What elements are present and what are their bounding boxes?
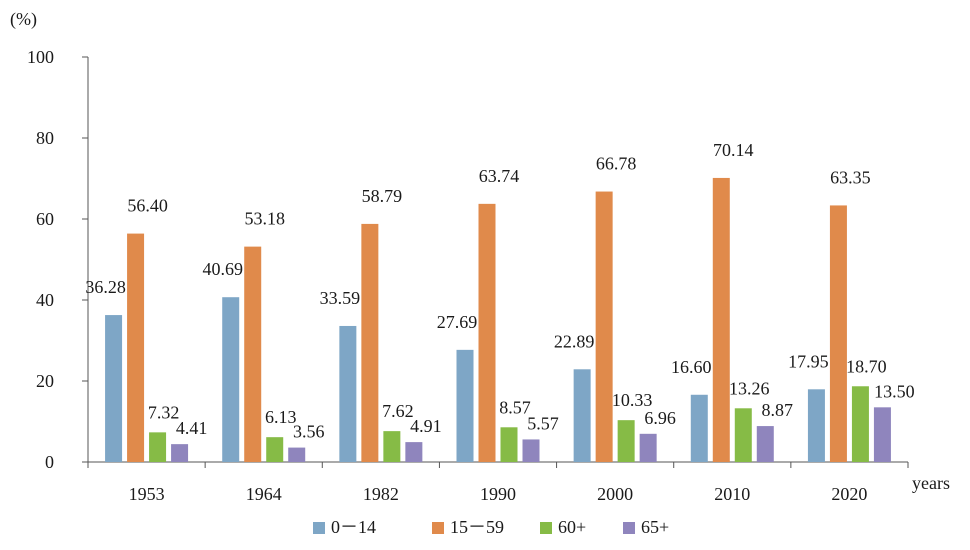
y-tick-label: 40 [36,290,54,310]
bar-1 [456,349,474,462]
data-label: 10.33 [612,390,653,410]
bar-2 [361,223,379,462]
bar-1 [807,389,825,462]
x-tick-label: 1982 [363,484,399,504]
bar-1 [222,297,240,462]
x-tick-label: 2000 [597,484,633,504]
data-label: 5.57 [527,413,559,433]
data-label: 7.32 [148,402,180,422]
legend-swatch [623,522,635,534]
bar-2 [478,203,496,462]
data-label: 66.78 [596,154,637,174]
data-label: 63.74 [479,166,520,186]
data-label: 17.95 [788,351,829,371]
bar-2 [712,177,730,463]
data-label: 63.35 [830,167,871,187]
data-label: 8.57 [499,397,531,417]
data-label: 27.69 [437,312,478,332]
y-tick-label: 80 [36,128,54,148]
y-tick-label: 100 [27,47,54,67]
bar-3 [617,420,635,462]
data-label: 6.96 [644,408,676,428]
data-label: 18.70 [846,356,887,376]
bar-4 [288,447,306,462]
x-axis-label: years [912,473,950,493]
y-tick-label: 20 [36,371,54,391]
data-label: 33.59 [320,288,361,308]
bar-1 [105,315,123,462]
data-label: 4.41 [176,418,208,438]
y-tick-label: 0 [45,452,54,472]
legend-label: 65+ [641,517,669,537]
bar-3 [734,408,752,462]
bar-2 [244,246,262,462]
data-label: 58.79 [362,186,403,206]
data-label: 13.26 [729,378,770,398]
data-label: 56.40 [127,196,168,216]
bar-4 [873,407,891,462]
data-label: 53.18 [244,209,285,229]
bar-3 [266,437,284,462]
data-label: 6.13 [265,407,297,427]
x-tick-label: 1990 [480,484,516,504]
data-label: 4.91 [410,416,442,436]
bar-3 [851,386,869,462]
x-tick-label: 2010 [714,484,750,504]
bar-1 [573,369,591,462]
data-label: 3.56 [293,422,325,442]
bar-3 [500,427,518,462]
data-label: 16.60 [671,357,712,377]
x-tick-label: 1953 [129,484,165,504]
data-label: 7.62 [382,401,414,421]
bar-3 [149,432,167,462]
legend-label: 15－59 [450,517,504,537]
bar-4 [639,433,657,462]
y-axis-unit-label: (%) [10,9,37,30]
legend: 0－14 15－59 60+ 65+ [313,517,669,537]
legend-label: 60+ [558,517,586,537]
x-tick-label: 1964 [246,484,282,504]
legend-swatch [313,522,325,534]
bar-2 [127,233,145,462]
bar-4 [756,426,774,462]
bar-2 [595,191,613,462]
bar-3 [383,431,401,462]
x-tick-label: 2020 [831,484,867,504]
data-label: 70.14 [713,140,754,160]
y-tick-label: 60 [36,209,54,229]
data-label: 13.50 [874,381,915,401]
legend-swatch [540,522,552,534]
bar-1 [690,394,708,462]
data-label: 36.28 [85,277,126,297]
legend-label: 0－14 [331,517,376,537]
bar-1 [339,325,357,462]
bar-4 [405,442,423,462]
plot-area: 0 20 40 60 80 100 36.28 56.40 7.324.41 1953 40.69 5… [27,47,915,504]
data-label: 40.69 [202,259,243,279]
bar-4 [171,444,189,462]
legend-swatch [432,522,444,534]
data-label: 8.87 [762,400,794,420]
bar-2 [829,205,847,462]
data-label: 22.89 [554,331,595,351]
bar-4 [522,439,540,462]
